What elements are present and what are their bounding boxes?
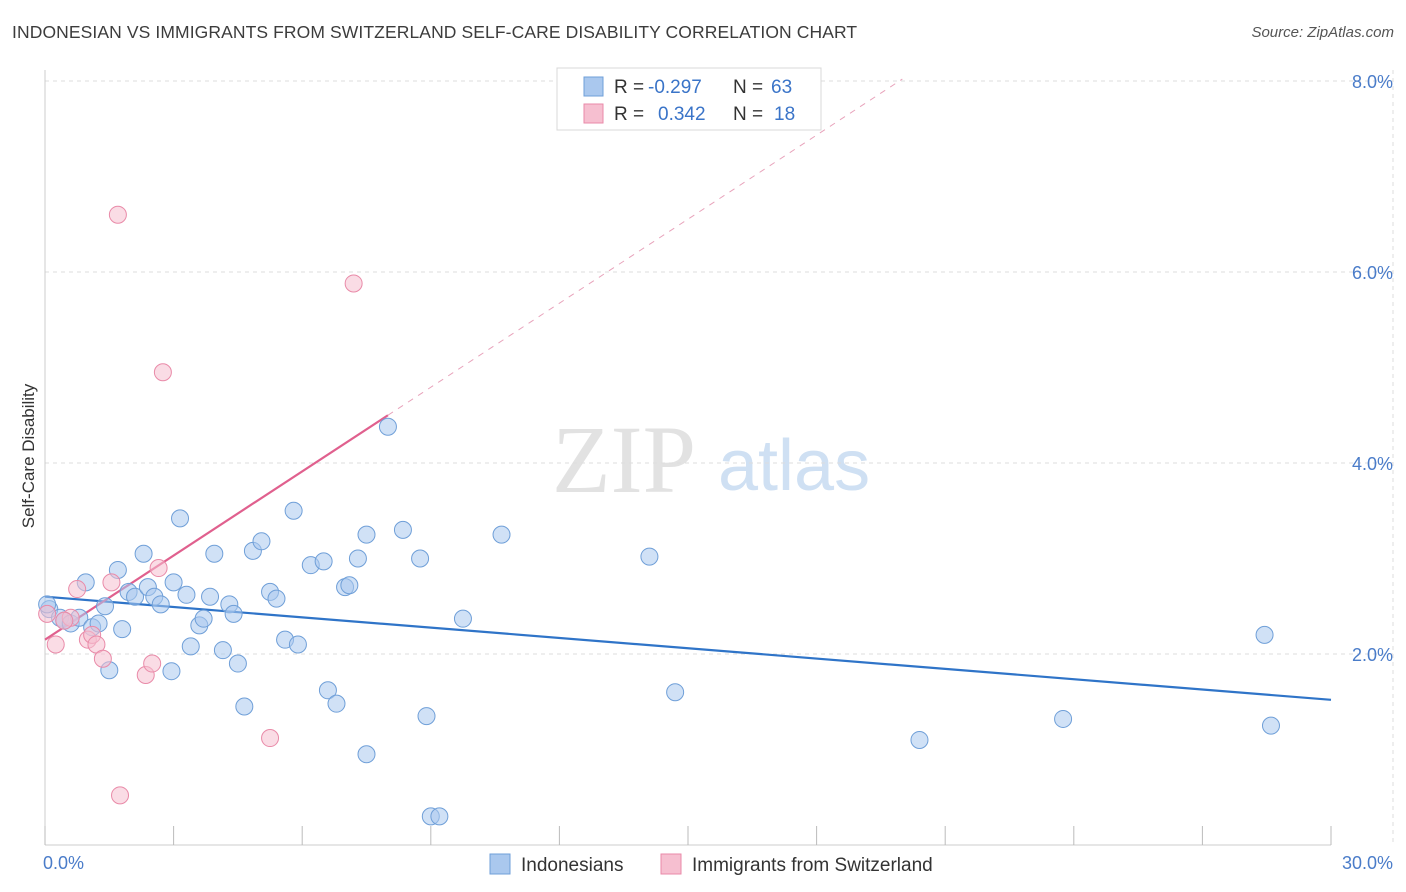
y-tick-label: 2.0%	[1352, 645, 1393, 665]
watermark-atlas: atlas	[718, 426, 870, 506]
indonesian-point	[640, 547, 659, 566]
indonesian-point	[201, 587, 220, 606]
indonesian-point	[151, 595, 170, 614]
switzerland-point	[102, 573, 121, 592]
indonesian-point	[181, 637, 200, 656]
indonesian-point	[1261, 716, 1280, 735]
bottom-legend-label-switzerland: Immigrants from Switzerland	[692, 855, 933, 876]
bottom-legend-swatch-indonesians	[489, 853, 511, 875]
indonesian-point	[213, 641, 232, 660]
indonesian-point	[430, 807, 449, 826]
legend-r-label-1: R =	[614, 77, 644, 98]
indonesian-point	[666, 683, 685, 702]
legend-swatch-indonesians	[583, 76, 604, 97]
indonesian-point	[348, 549, 367, 568]
indonesian-point	[378, 417, 397, 436]
indonesian-point	[252, 532, 271, 551]
watermark-zip: ZIP	[552, 406, 696, 513]
correlation-legend: R = -0.297 N = 63 R = 0.342 N = 18	[556, 67, 822, 131]
axes: 2.0% 4.0% 6.0% 8.0% 0.0% 30.0%	[43, 70, 1393, 873]
x-tick-label-min: 0.0%	[43, 853, 84, 873]
indonesian-point	[340, 576, 359, 595]
legend-r-label-2: R =	[614, 104, 644, 125]
switzerland-point	[38, 604, 57, 623]
indonesian-point	[357, 745, 376, 764]
indonesian-point	[162, 662, 181, 681]
indonesian-point	[194, 609, 213, 628]
indonesian-point	[267, 589, 286, 608]
legend-n-label-1: N =	[733, 77, 763, 98]
indonesian-point	[314, 552, 333, 571]
chart-title: INDONESIAN VS IMMIGRANTS FROM SWITZERLAN…	[12, 22, 858, 42]
switzerland-point	[143, 654, 162, 673]
chart-source: Source: ZipAtlas.com	[1251, 24, 1394, 41]
switzerland-point	[149, 559, 168, 578]
switzerland-point	[344, 274, 363, 293]
indonesian-point	[288, 635, 307, 654]
indonesian-point	[453, 609, 472, 628]
y-axis-title: Self-Care Disability	[19, 383, 38, 528]
indonesian-point	[96, 597, 115, 616]
switzerland-point	[46, 635, 65, 654]
indonesian-point	[1054, 709, 1073, 728]
grid-lines	[45, 70, 1394, 845]
indonesian-point	[164, 573, 183, 592]
legend-swatch-switzerland	[583, 103, 604, 124]
bottom-legend-swatch-switzerland	[660, 853, 682, 875]
indonesian-point	[318, 681, 337, 700]
indonesian-point	[171, 509, 190, 528]
switzerland-point	[153, 363, 172, 382]
switzerland-point	[93, 649, 112, 668]
indonesian-point	[205, 544, 224, 563]
indonesian-point	[235, 697, 254, 716]
indonesian-point	[327, 694, 346, 713]
indonesian-point	[126, 587, 145, 606]
legend-n-value-1: 63	[771, 77, 792, 98]
indonesian-point	[228, 654, 247, 673]
indonesian-point	[492, 525, 511, 544]
legend-n-label-2: N =	[733, 104, 763, 125]
indonesian-point	[357, 525, 376, 544]
switzerland-point	[261, 729, 280, 748]
indonesian-point	[411, 549, 430, 568]
y-tick-label: 8.0%	[1352, 72, 1393, 92]
indonesians-trend-line	[44, 595, 1332, 701]
switzerland-point	[68, 580, 87, 599]
switzerland-point	[108, 205, 127, 224]
indonesian-point	[393, 520, 412, 539]
legend-r-value-2: 0.342	[658, 104, 706, 125]
indonesian-point	[177, 585, 196, 604]
y-tick-label: 6.0%	[1352, 263, 1393, 283]
indonesian-point	[417, 707, 436, 726]
bottom-legend-label-indonesians: Indonesians	[521, 855, 623, 876]
x-tick-label-max: 30.0%	[1342, 853, 1393, 873]
indonesian-point	[224, 604, 243, 623]
indonesian-point	[910, 730, 929, 749]
indonesian-point	[113, 620, 132, 639]
data-points	[38, 205, 1280, 826]
legend-n-value-2: 18	[774, 104, 795, 125]
indonesian-point	[1255, 625, 1274, 644]
y-tick-label: 4.0%	[1352, 454, 1393, 474]
series-legend: Indonesians Immigrants from Switzerland	[489, 853, 933, 876]
switzerland-point	[111, 786, 130, 805]
indonesian-point	[284, 501, 303, 520]
legend-r-value-1: -0.297	[648, 77, 702, 98]
indonesian-point	[134, 544, 153, 563]
switzerland-point	[55, 611, 74, 630]
